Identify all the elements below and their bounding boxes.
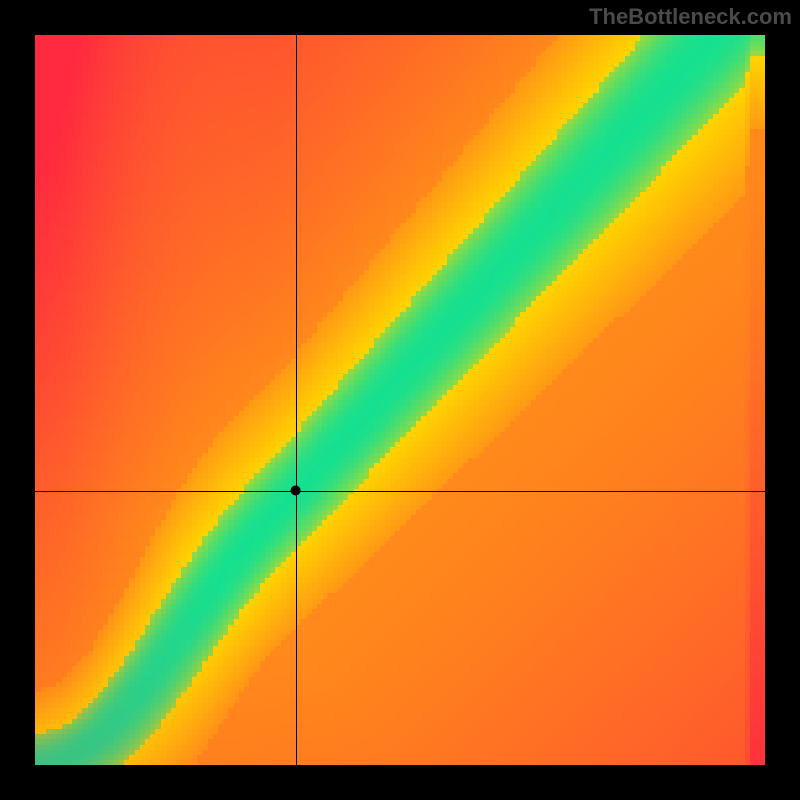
bottleneck-heatmap xyxy=(35,35,765,765)
attribution-label: TheBottleneck.com xyxy=(589,4,792,30)
heatmap-canvas xyxy=(35,35,765,765)
